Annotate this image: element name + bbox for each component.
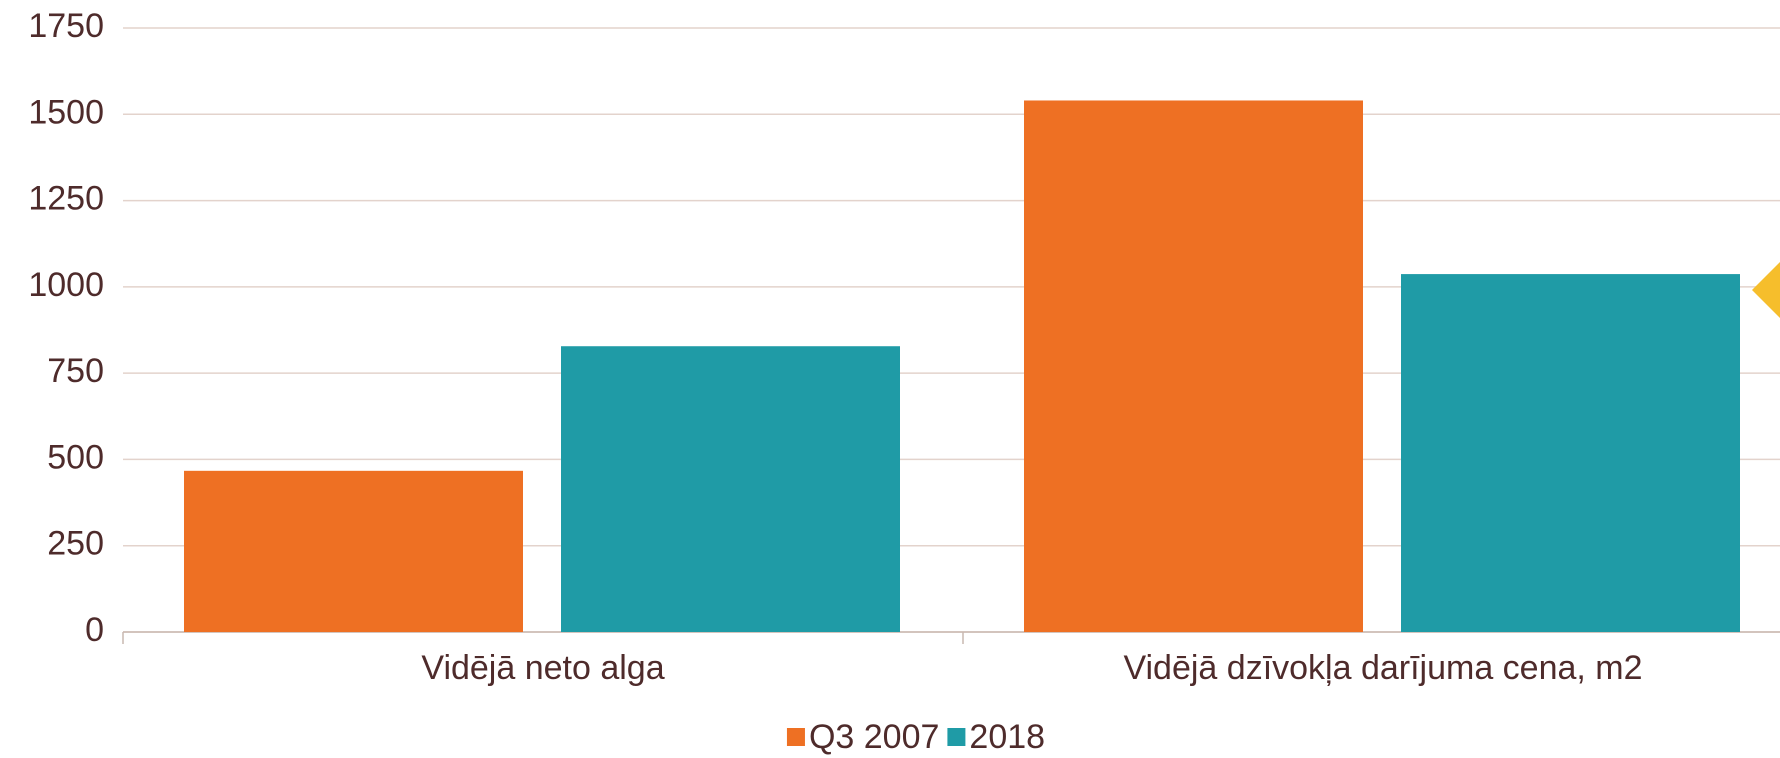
legend-swatch (786, 728, 805, 746)
bar (184, 470, 523, 632)
y-tick-label: 1500 (28, 93, 104, 131)
y-tick-label: 1000 (28, 266, 104, 304)
legend-label: Q3 2007 (809, 718, 939, 756)
y-tick-label: 750 (47, 352, 104, 390)
y-tick-label: 1750 (28, 7, 104, 45)
y-tick-label: 250 (47, 525, 104, 563)
x-tick-label: Vidējā dzīvokļa darījuma cena, m2 (1123, 649, 1642, 687)
bar (1024, 100, 1363, 633)
legend-label: 2018 (969, 718, 1045, 756)
bar (1401, 274, 1740, 632)
y-tick-label: 0 (85, 611, 104, 649)
x-tick-label: Vidējā neto alga (421, 649, 664, 687)
y-tick-label: 1250 (28, 180, 104, 218)
y-tick-label: 500 (47, 438, 104, 476)
legend-swatch (947, 728, 966, 746)
marker-arrow (1752, 262, 1780, 318)
bar (561, 346, 900, 632)
